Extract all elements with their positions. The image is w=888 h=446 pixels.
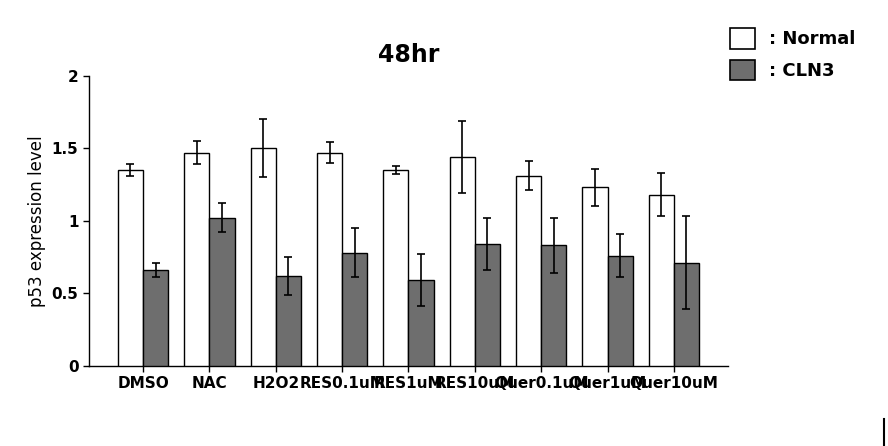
Bar [184,153,210,366]
Bar [607,256,633,366]
Bar [648,195,674,366]
Y-axis label: p53 expression level: p53 expression level [28,135,46,306]
Title: 48hr: 48hr [377,43,440,67]
Bar [276,276,301,366]
Bar [583,187,607,366]
Bar [541,245,567,366]
Bar [210,218,234,366]
Bar [475,244,500,366]
Bar [250,148,276,366]
Bar [384,170,408,366]
Bar [449,157,475,366]
Bar [317,153,342,366]
Bar [342,252,368,366]
Bar [516,176,541,366]
Bar [408,280,433,366]
Bar [118,170,143,366]
Bar [674,263,699,366]
Bar [143,270,169,366]
Legend: : Normal, : CLN3: : Normal, : CLN3 [725,22,861,86]
